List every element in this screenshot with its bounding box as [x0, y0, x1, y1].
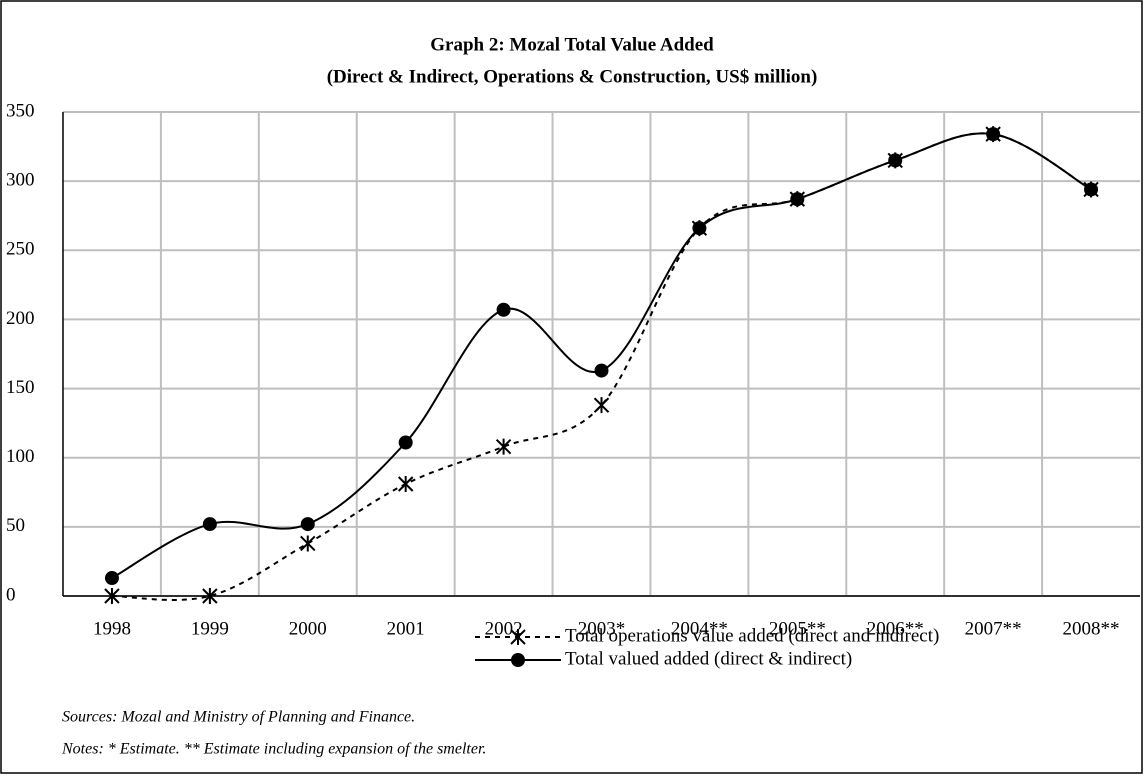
x-tick-label: 1998 — [93, 618, 131, 639]
x-tick-label: 2004** — [671, 618, 728, 639]
x-tick-label: 1999 — [191, 618, 229, 639]
y-tick-label: 250 — [6, 239, 35, 260]
notes: Notes: * Estimate. ** Estimate including… — [61, 741, 486, 758]
marker-circle — [202, 517, 217, 532]
legend-marker — [511, 653, 525, 667]
x-tick-label: 2000 — [289, 618, 327, 639]
series-line — [111, 132, 1092, 601]
y-tick-label: 100 — [6, 446, 35, 467]
sources-note: Sources: Mozal and Ministry of Planning … — [62, 709, 415, 726]
marker-circle — [692, 221, 707, 236]
x-tick-label: 2002 — [485, 618, 523, 639]
marker-circle — [398, 435, 413, 450]
marker-star — [593, 397, 610, 414]
y-tick-label: 50 — [6, 515, 25, 536]
marker-circle — [496, 302, 511, 317]
legend-label: Total operations value added (direct and… — [565, 625, 939, 646]
y-tick-label: 0 — [6, 584, 16, 605]
y-tick-label: 300 — [6, 170, 35, 191]
marker-circle — [888, 153, 903, 168]
legend-label: Total valued added (direct & indirect) — [565, 648, 852, 669]
chart-title: Graph 2: Mozal Total Value Added — [430, 34, 714, 55]
x-tick-label: 2006** — [867, 618, 924, 639]
marker-star — [300, 535, 316, 552]
marker-star — [397, 475, 414, 492]
marker-star — [104, 588, 120, 604]
x-tick-label: 2005** — [769, 618, 826, 639]
marker-circle — [1084, 182, 1099, 197]
x-tick-label: 2008** — [1063, 618, 1120, 639]
y-tick-label: 150 — [6, 377, 35, 398]
legend-marker — [510, 629, 526, 645]
marker-circle — [104, 571, 119, 586]
x-tick-label: 2003* — [578, 618, 626, 639]
marker-star — [495, 438, 512, 455]
x-tick-label: 2007** — [965, 618, 1022, 639]
marker-circle — [594, 363, 609, 378]
y-tick-label: 350 — [6, 100, 35, 121]
x-tick-label: 2001 — [387, 618, 425, 639]
marker-star — [202, 588, 218, 604]
marker-circle — [986, 127, 1001, 142]
y-tick-label: 200 — [6, 308, 35, 329]
marker-circle — [790, 192, 805, 207]
chart-subtitle: (Direct & Indirect, Operations & Constru… — [327, 66, 818, 87]
marker-circle — [300, 517, 315, 532]
